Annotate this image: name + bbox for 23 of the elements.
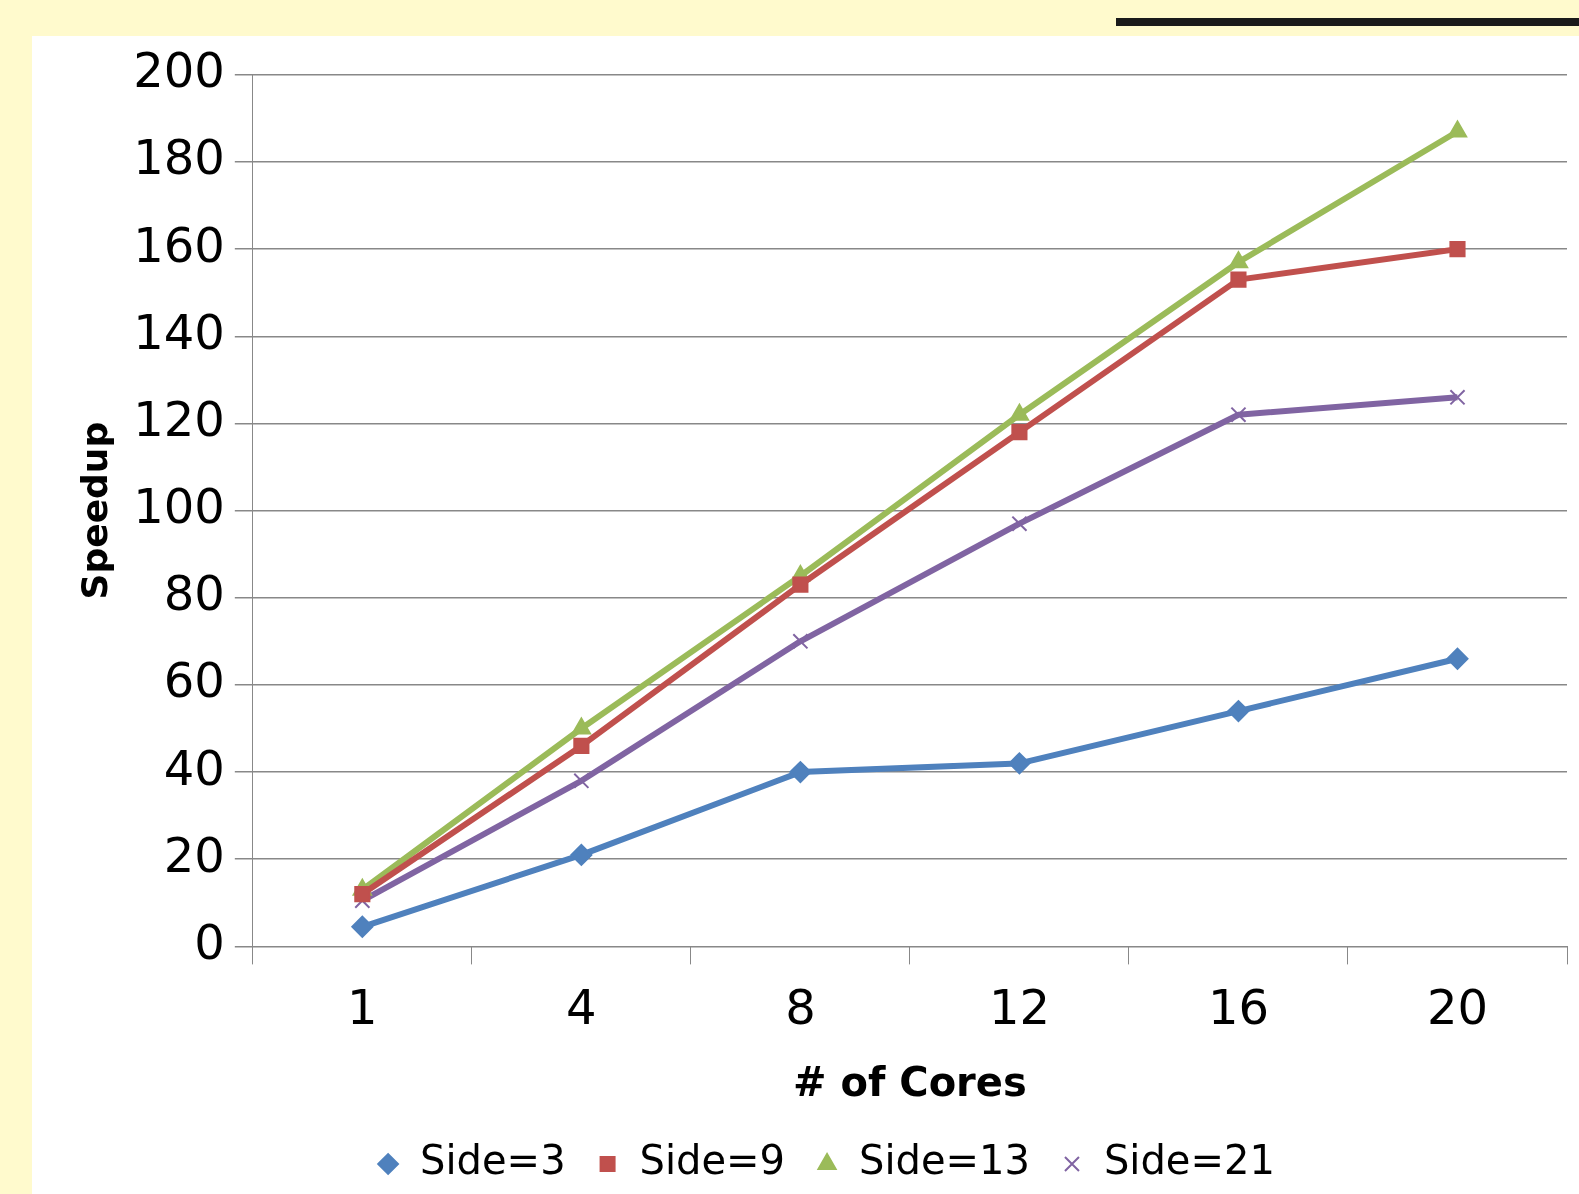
x-tick-label: 1 [347, 978, 378, 1035]
y-tick-label: 80 [163, 565, 225, 622]
y-tick-label: 180 [133, 129, 225, 186]
y-tick-label: 60 [163, 652, 225, 709]
x-tick-label: 4 [566, 978, 597, 1035]
y-tick-label: 160 [133, 216, 225, 273]
x-axis-title: # of Cores [793, 1059, 1027, 1106]
y-tick-label: 200 [133, 42, 225, 99]
y-tick-label: 20 [163, 826, 225, 883]
y-tick-label: 120 [133, 390, 225, 447]
legend-label: Side=21 [1103, 1137, 1275, 1184]
y-tick-label: 40 [163, 739, 225, 796]
x-tick-label: 8 [785, 978, 816, 1035]
y-axis-title: Speedup [73, 421, 115, 600]
y-tick-label: 0 [194, 913, 225, 970]
y-tick-label: 100 [133, 478, 225, 535]
legend-label: Side=3 [420, 1137, 566, 1184]
x-tick-label: 20 [1426, 978, 1489, 1035]
legend-label: Side=13 [859, 1137, 1030, 1184]
legend-label: Side=9 [639, 1137, 786, 1184]
y-tick-label: 140 [133, 303, 225, 360]
x-tick-label: 16 [1207, 978, 1269, 1035]
x-tick-label: 12 [988, 978, 1050, 1035]
